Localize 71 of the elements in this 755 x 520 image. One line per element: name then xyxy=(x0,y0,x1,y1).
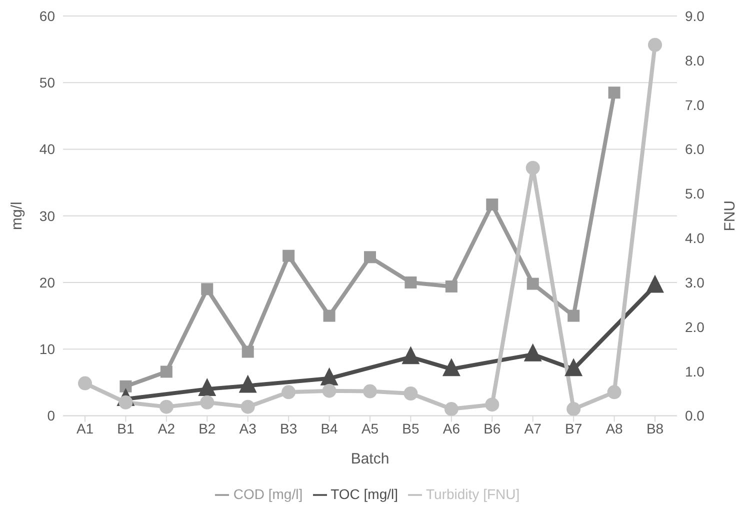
x-tick-label: A7 xyxy=(524,420,542,437)
point xyxy=(120,380,132,392)
y-tick-label: 20 xyxy=(39,274,56,290)
point xyxy=(198,378,216,396)
y2-tick-label: 2.0 xyxy=(685,318,705,335)
point xyxy=(607,385,622,400)
point xyxy=(282,385,296,400)
point xyxy=(200,395,214,410)
point xyxy=(238,374,257,393)
legend-label: TOC [mg/l] xyxy=(330,486,398,502)
x-tick-label: B8 xyxy=(646,420,664,437)
point xyxy=(442,358,460,376)
y2-tick-label: 5.0 xyxy=(685,186,705,202)
y2-tick-label: 3.0 xyxy=(685,274,705,290)
y-tick-label: 30 xyxy=(39,208,56,224)
point xyxy=(240,400,255,414)
point xyxy=(78,376,92,390)
x-tick-label: B2 xyxy=(198,420,216,437)
point xyxy=(364,251,376,264)
y-tick-label: 0 xyxy=(47,408,56,424)
point xyxy=(323,310,336,322)
point xyxy=(404,276,417,288)
x-tick-label: A5 xyxy=(361,420,379,437)
point xyxy=(566,402,581,416)
y2-axis-title: FNU xyxy=(721,200,738,232)
y2-tick-label: 6.0 xyxy=(685,141,705,158)
point xyxy=(486,198,498,211)
point xyxy=(524,343,542,362)
x-tick-label: A1 xyxy=(76,420,94,437)
point xyxy=(445,280,458,292)
x-tick-label: B1 xyxy=(117,420,134,437)
x-tick-label: A6 xyxy=(442,420,460,437)
point xyxy=(160,366,172,378)
x-tick-label: B5 xyxy=(402,420,420,437)
x-tick-label: B6 xyxy=(484,420,501,437)
x-tick-label: A8 xyxy=(606,420,624,437)
point xyxy=(568,310,580,322)
y-tick-label: 10 xyxy=(39,341,56,358)
point xyxy=(526,160,540,175)
x-tick-label: B7 xyxy=(565,420,582,437)
point xyxy=(526,278,539,290)
point xyxy=(404,386,418,400)
x-axis-title: Batch xyxy=(350,450,390,468)
y-tick-label: 50 xyxy=(39,74,56,91)
y2-tick-label: 0.0 xyxy=(685,408,705,424)
y2-tick-label: 9.0 xyxy=(685,8,705,24)
point xyxy=(402,346,420,364)
y2-tick-label: 4.0 xyxy=(685,230,705,246)
y-tick-label: 60 xyxy=(39,8,56,24)
point xyxy=(648,38,662,52)
y-axis-title: mg/l xyxy=(8,202,26,230)
point xyxy=(159,400,174,414)
point xyxy=(564,358,583,376)
point xyxy=(201,283,214,296)
point xyxy=(320,367,338,386)
legend-label: Turbidity [FNU] xyxy=(426,486,520,502)
x-tick-label: B4 xyxy=(320,420,338,437)
point xyxy=(363,384,377,398)
point xyxy=(444,402,458,416)
y2-tick-label: 7.0 xyxy=(685,96,705,113)
y2-tick-label: 8.0 xyxy=(685,52,705,68)
point xyxy=(282,250,295,262)
x-tick-label: B3 xyxy=(280,420,298,437)
point xyxy=(242,346,254,358)
y-tick-label: 40 xyxy=(39,141,56,158)
y2-tick-label: 1.0 xyxy=(685,363,705,380)
point xyxy=(485,398,500,412)
point xyxy=(322,384,336,398)
legend-label: COD [mg/l] xyxy=(233,486,303,502)
x-tick-label: A3 xyxy=(239,420,257,437)
x-tick-label: A2 xyxy=(158,420,176,437)
